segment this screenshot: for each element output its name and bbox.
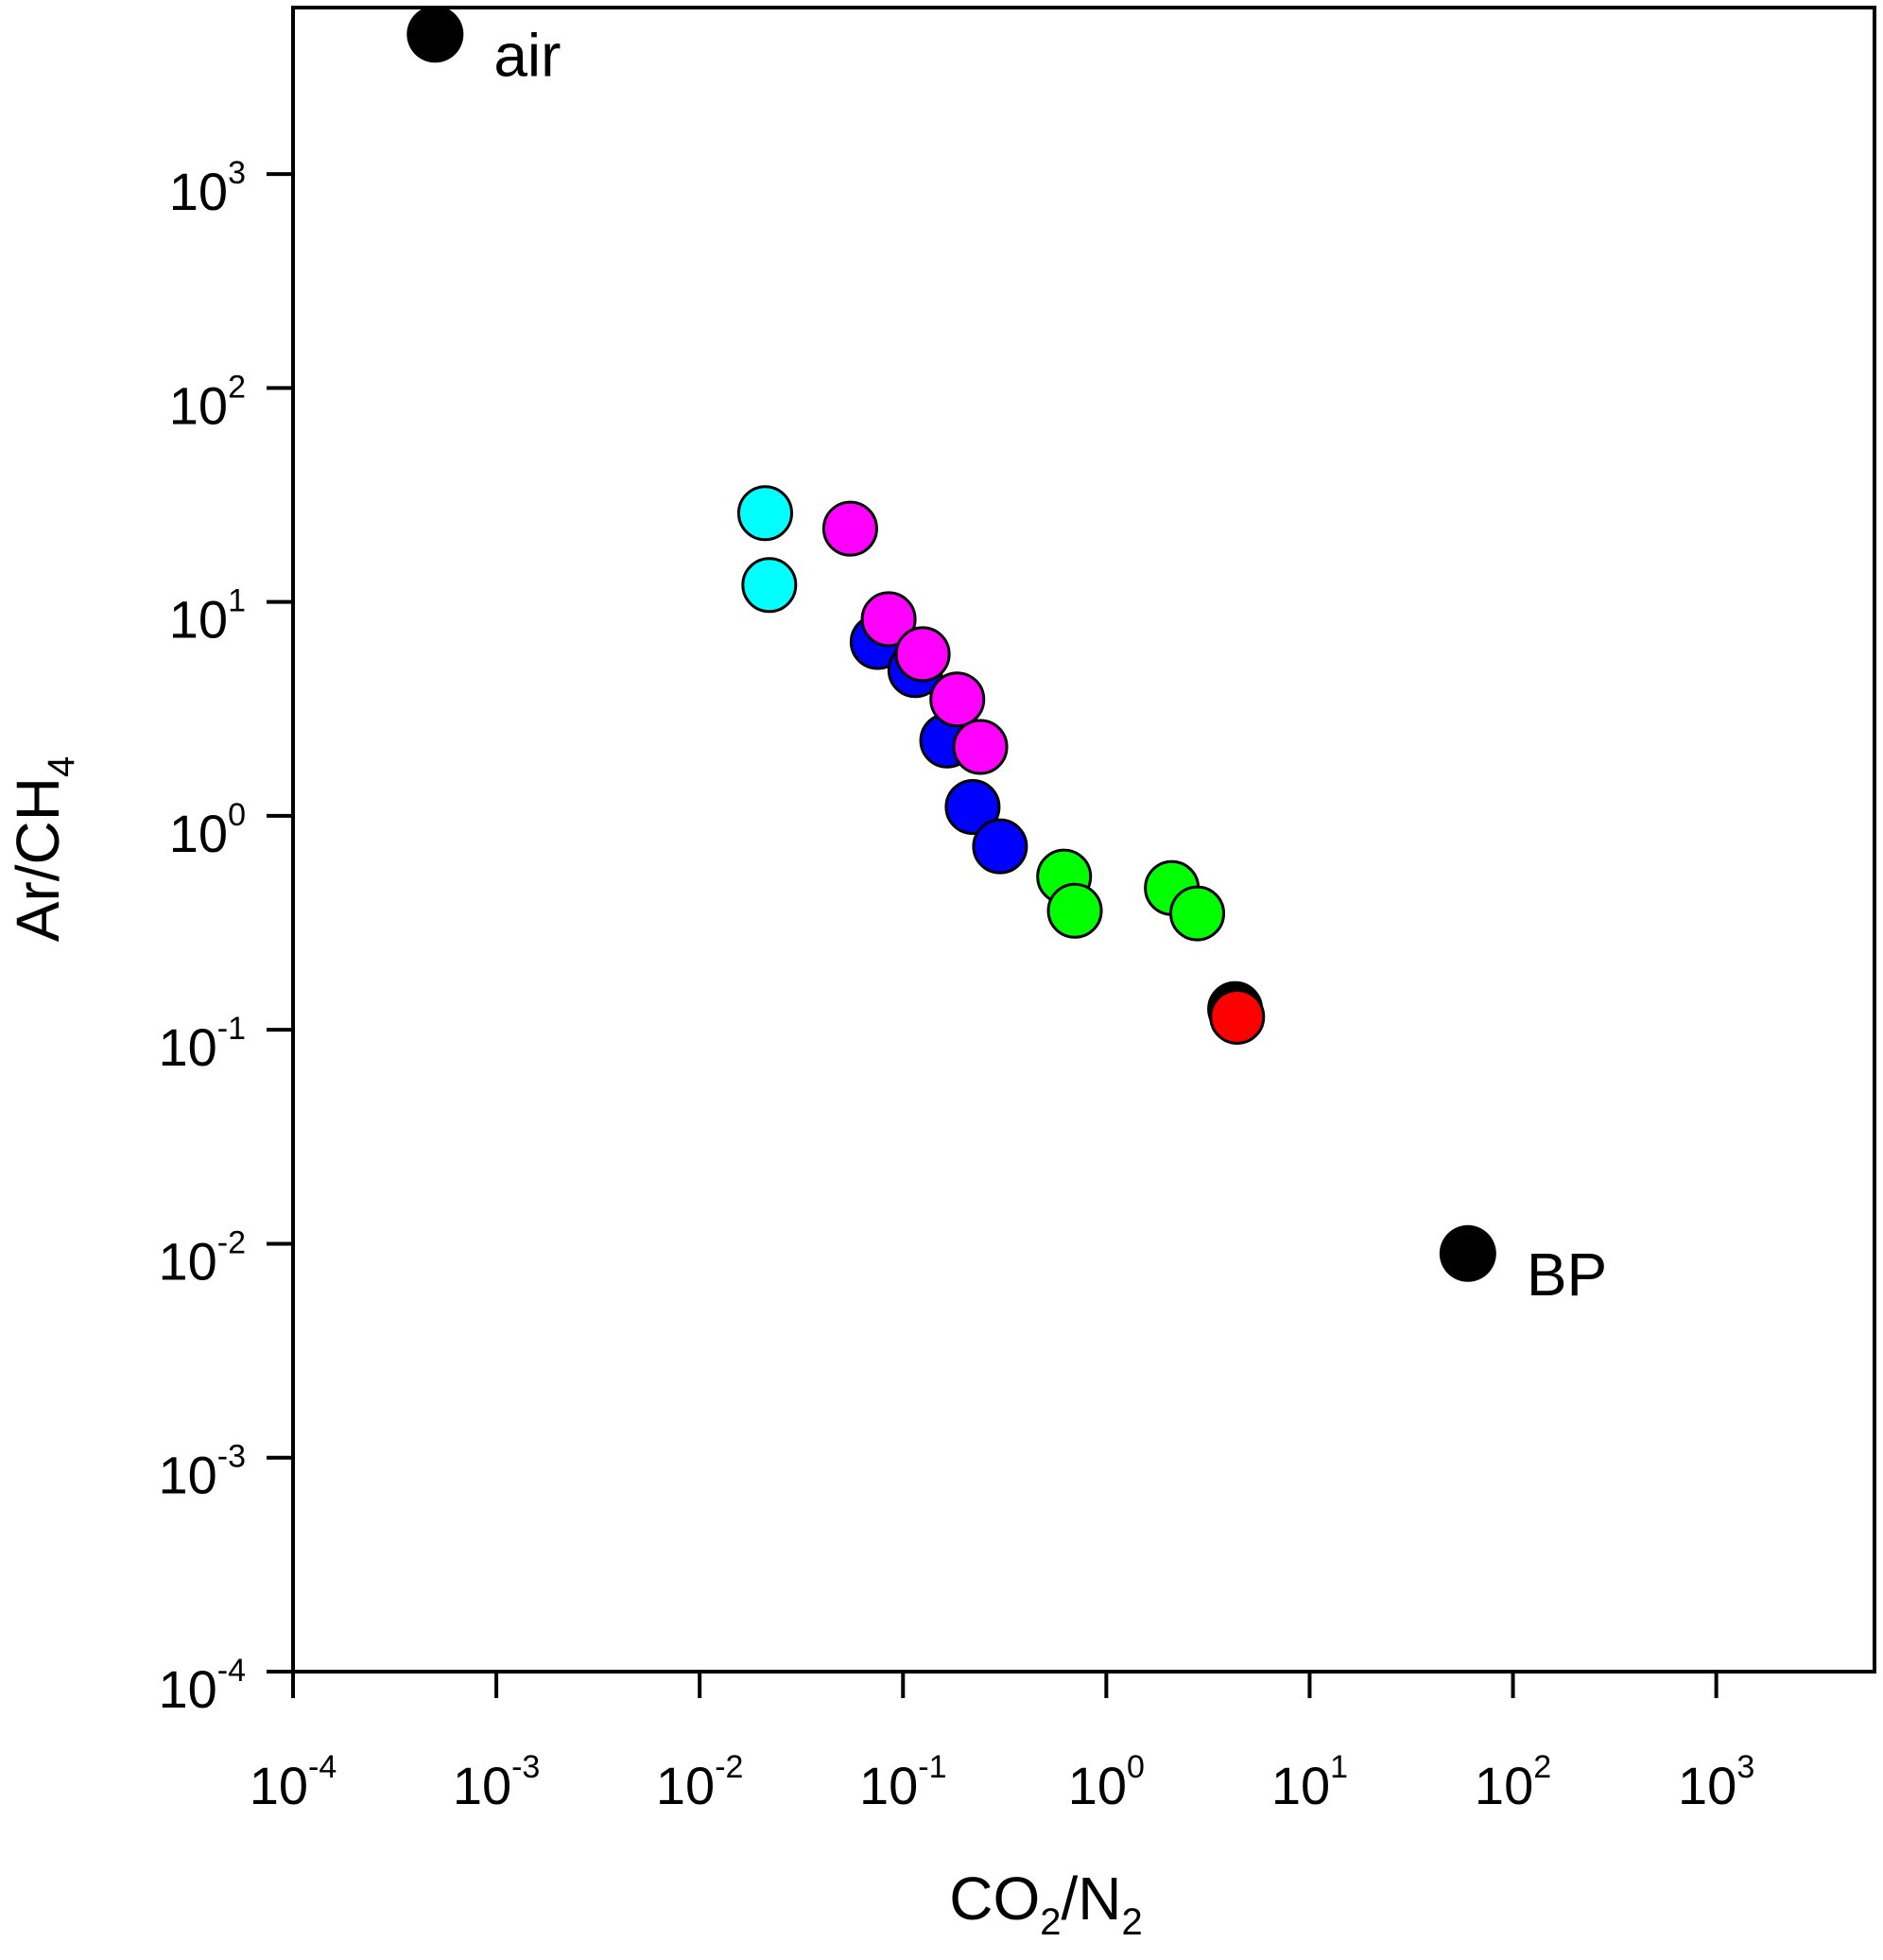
y-tick-label: 100: [169, 797, 246, 863]
x-tick-label: 10-3: [453, 1749, 541, 1815]
x-tick-label: 10-4: [250, 1749, 337, 1815]
data-point: [944, 779, 1001, 836]
data-point: [952, 719, 1009, 775]
x-tick-label: 101: [1271, 1749, 1348, 1815]
annotations: air BP: [406, 6, 1607, 1309]
y-tick-label: 10-2: [158, 1224, 246, 1291]
y-tick-label: 10-4: [158, 1653, 246, 1719]
y-tick-label: 103: [169, 155, 246, 221]
x-tick-label: 103: [1678, 1749, 1754, 1815]
data-point: [860, 591, 917, 648]
data-point: [972, 818, 1028, 875]
y-axis-title: Ar/CH4: [4, 756, 82, 942]
plot-border: [291, 6, 1876, 1674]
reference-point: [1439, 1224, 1496, 1282]
x-tick-label: 10-2: [656, 1749, 744, 1815]
y-tick-label: 10-1: [158, 1011, 246, 1077]
plot-frame: [291, 6, 1876, 1674]
data-point: [894, 626, 951, 683]
y-axis: 10-4 10-3 10-2 10-1 100 101 102 103: [158, 155, 293, 1719]
x-tick-label: 100: [1068, 1749, 1145, 1815]
x-tick-label: 102: [1475, 1749, 1551, 1815]
data-point: [741, 557, 798, 614]
data-point: [1046, 882, 1103, 939]
y-tick-label: 102: [169, 369, 246, 435]
reference-label: BP: [1527, 1240, 1607, 1309]
x-axis: 10-4 10-3 10-2 10-1 100 101 102 103: [250, 1672, 1754, 1815]
x-axis-title: CO2/N2: [949, 1865, 1143, 1943]
reference-point: [406, 6, 464, 63]
data-point: [1169, 885, 1226, 942]
data-points: [736, 485, 1266, 1045]
data-point: [929, 671, 986, 728]
data-point: [1209, 988, 1266, 1045]
reference-label: air: [493, 21, 561, 89]
y-tick-label: 10-3: [158, 1439, 246, 1505]
data-point: [821, 500, 878, 557]
y-tick-label: 101: [169, 583, 246, 650]
x-tick-label: 10-1: [859, 1749, 947, 1815]
data-point: [736, 485, 793, 542]
